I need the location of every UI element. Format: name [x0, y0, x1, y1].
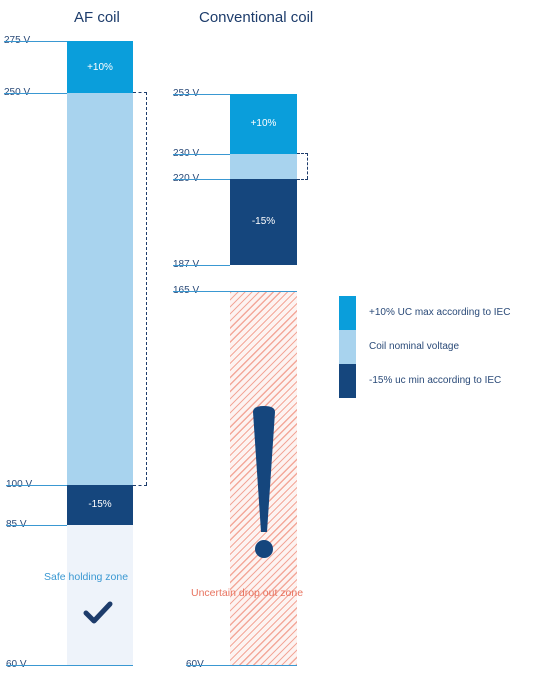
af-max-label: +10% [87, 62, 113, 73]
af-safe-holding-zone [67, 525, 133, 665]
legend-nominal-swatch [339, 330, 356, 364]
af-nominal-bracket-side [146, 92, 147, 485]
checkmark-icon [83, 601, 113, 624]
conv-nominal-bracket-bottom [297, 179, 308, 180]
af-label-85: 85 V [6, 519, 27, 530]
conv-label-165: 165 V [173, 285, 199, 296]
conv-tick-220 [173, 179, 230, 180]
af-min-segment: -15% [67, 485, 133, 525]
af-coil-title: AF coil [74, 9, 120, 26]
legend-max-label: +10% UC max according to IEC [369, 307, 511, 318]
af-nominal-segment [67, 93, 133, 485]
conv-label-253: 253 V [173, 88, 199, 99]
conv-tick-230 [173, 154, 230, 155]
legend-max-swatch [339, 296, 356, 330]
conv-min-segment: -15% [230, 179, 297, 265]
legend-nominal-label: Coil nominal voltage [369, 341, 460, 352]
conv-max-segment: +10% [230, 94, 297, 154]
af-label-275: 275 V [4, 35, 30, 46]
conv-nominal-bracket-side [307, 153, 308, 179]
af-label-100: 100 V [6, 479, 32, 490]
af-nominal-bracket-top [133, 92, 147, 93]
conv-tick-165 [173, 291, 297, 292]
conv-tick-187 [173, 265, 230, 266]
uncertain-drop-out-zone-label: Uncertain drop out zone [191, 587, 304, 599]
exclamation-icon [250, 404, 278, 560]
af-nominal-bracket-bottom [133, 485, 147, 486]
af-tick-100 [6, 485, 67, 486]
conv-min-label: -15% [251, 216, 276, 227]
legend-min-swatch [339, 364, 356, 398]
conv-tick-253 [173, 94, 230, 95]
af-tick-85 [6, 525, 67, 526]
conv-label-60: 60V [186, 659, 204, 670]
af-tick-60 [6, 665, 133, 666]
af-min-label: -15% [88, 499, 112, 510]
conv-label-220: 220 V [173, 173, 199, 184]
conv-label-230: 230 V [173, 148, 199, 159]
conv-max-label: +10% [250, 118, 277, 129]
conv-nominal-bracket-top [297, 153, 308, 154]
conv-nominal-segment [230, 154, 297, 179]
conventional-coil-title: Conventional coil [199, 9, 314, 26]
safe-holding-zone-label: Safe holding zone [44, 571, 129, 583]
af-label-250: 250 V [4, 87, 30, 98]
legend-min-label: -15% uc min according to IEC [369, 375, 502, 386]
conv-tick-60 [186, 665, 297, 666]
af-label-60: 60 V [6, 659, 27, 670]
conv-label-187: 187 V [173, 259, 199, 270]
af-max-segment: +10% [67, 41, 133, 93]
af-tick-275 [4, 41, 67, 42]
af-tick-250 [4, 93, 67, 94]
